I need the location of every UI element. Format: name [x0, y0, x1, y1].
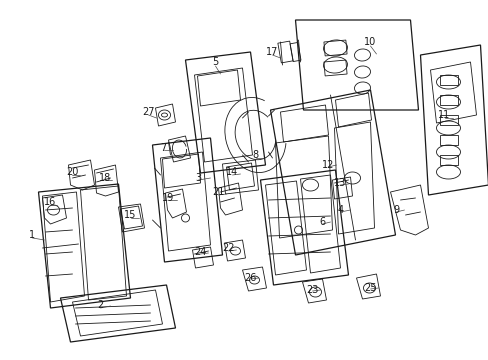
Text: 5: 5 [212, 57, 218, 67]
Text: 26: 26 [244, 273, 256, 283]
Text: 18: 18 [99, 173, 111, 183]
Text: 7: 7 [160, 143, 166, 153]
Text: 21: 21 [212, 187, 224, 197]
Text: 20: 20 [66, 167, 79, 177]
Text: 8: 8 [252, 150, 258, 160]
Text: 27: 27 [142, 107, 154, 117]
Text: 16: 16 [44, 197, 57, 207]
Text: 3: 3 [195, 173, 201, 183]
Text: 12: 12 [322, 160, 334, 170]
Text: 1: 1 [29, 230, 36, 240]
Text: 9: 9 [393, 205, 399, 215]
Text: 23: 23 [305, 285, 318, 295]
Text: 22: 22 [222, 243, 234, 253]
Text: 19: 19 [162, 193, 174, 203]
Text: 15: 15 [124, 210, 137, 220]
Text: 10: 10 [364, 37, 376, 47]
Text: 17: 17 [266, 47, 278, 57]
Text: 25: 25 [364, 283, 376, 293]
Text: 6: 6 [319, 217, 325, 227]
Text: 4: 4 [337, 205, 343, 215]
Text: 14: 14 [226, 167, 238, 177]
Text: 2: 2 [97, 300, 103, 310]
Text: 24: 24 [194, 247, 206, 257]
Text: 11: 11 [437, 110, 450, 120]
Text: 13: 13 [334, 178, 346, 188]
